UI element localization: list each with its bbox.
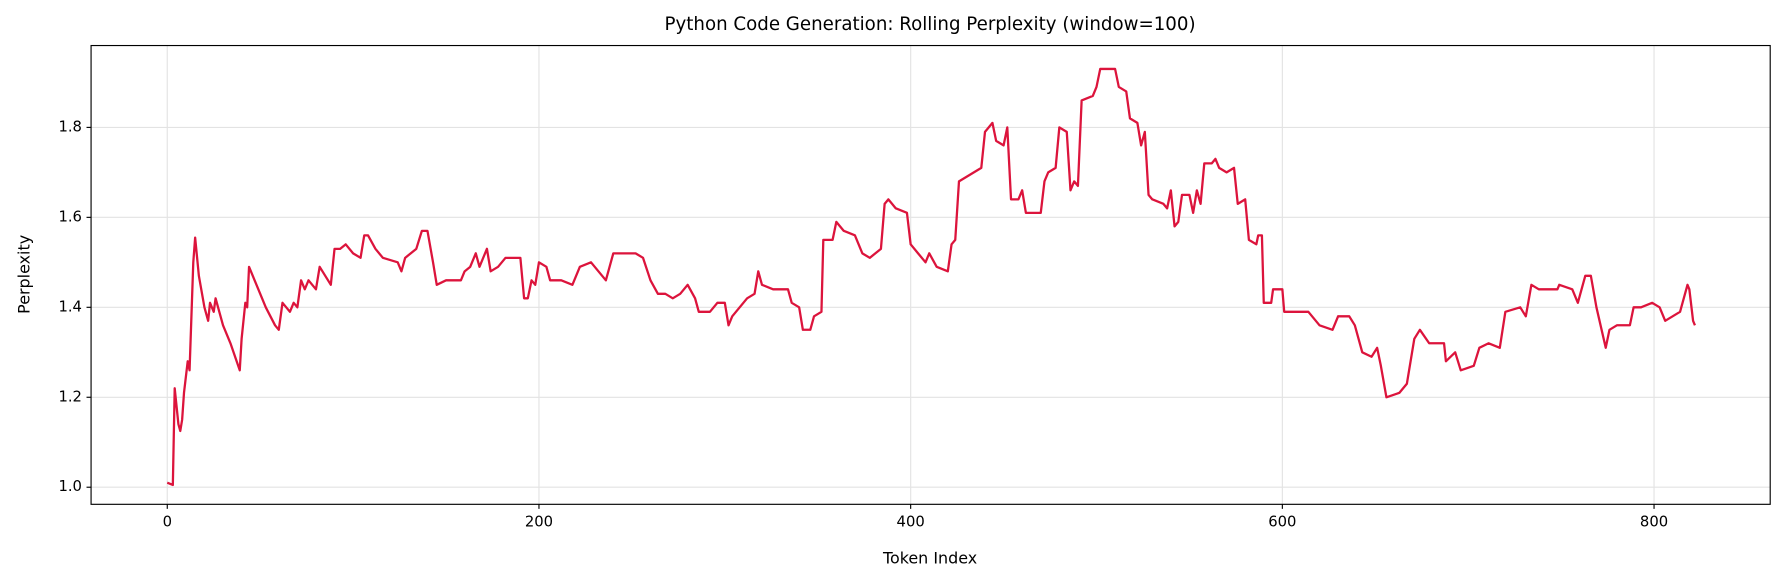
y-axis-label: Perplexity [15, 235, 34, 314]
y-tick-label: 1.8 [58, 118, 82, 135]
x-tick-label: 400 [897, 514, 925, 531]
x-tick-label: 0 [163, 514, 172, 531]
x-axis-label: Token Index [882, 548, 977, 567]
y-tick-label: 1.4 [58, 298, 82, 315]
x-tick-label: 800 [1640, 514, 1668, 531]
y-tick-label: 1.6 [58, 208, 82, 225]
y-tick-label: 1.2 [58, 388, 82, 405]
plot-frame [90, 44, 1771, 505]
data-line [166, 67, 1696, 487]
y-tick-label: 1.0 [58, 478, 82, 495]
x-tick-label: 600 [1268, 514, 1296, 531]
x-tick-label: 200 [525, 514, 553, 531]
chart-title: Python Code Generation: Rolling Perplexi… [665, 14, 1196, 35]
